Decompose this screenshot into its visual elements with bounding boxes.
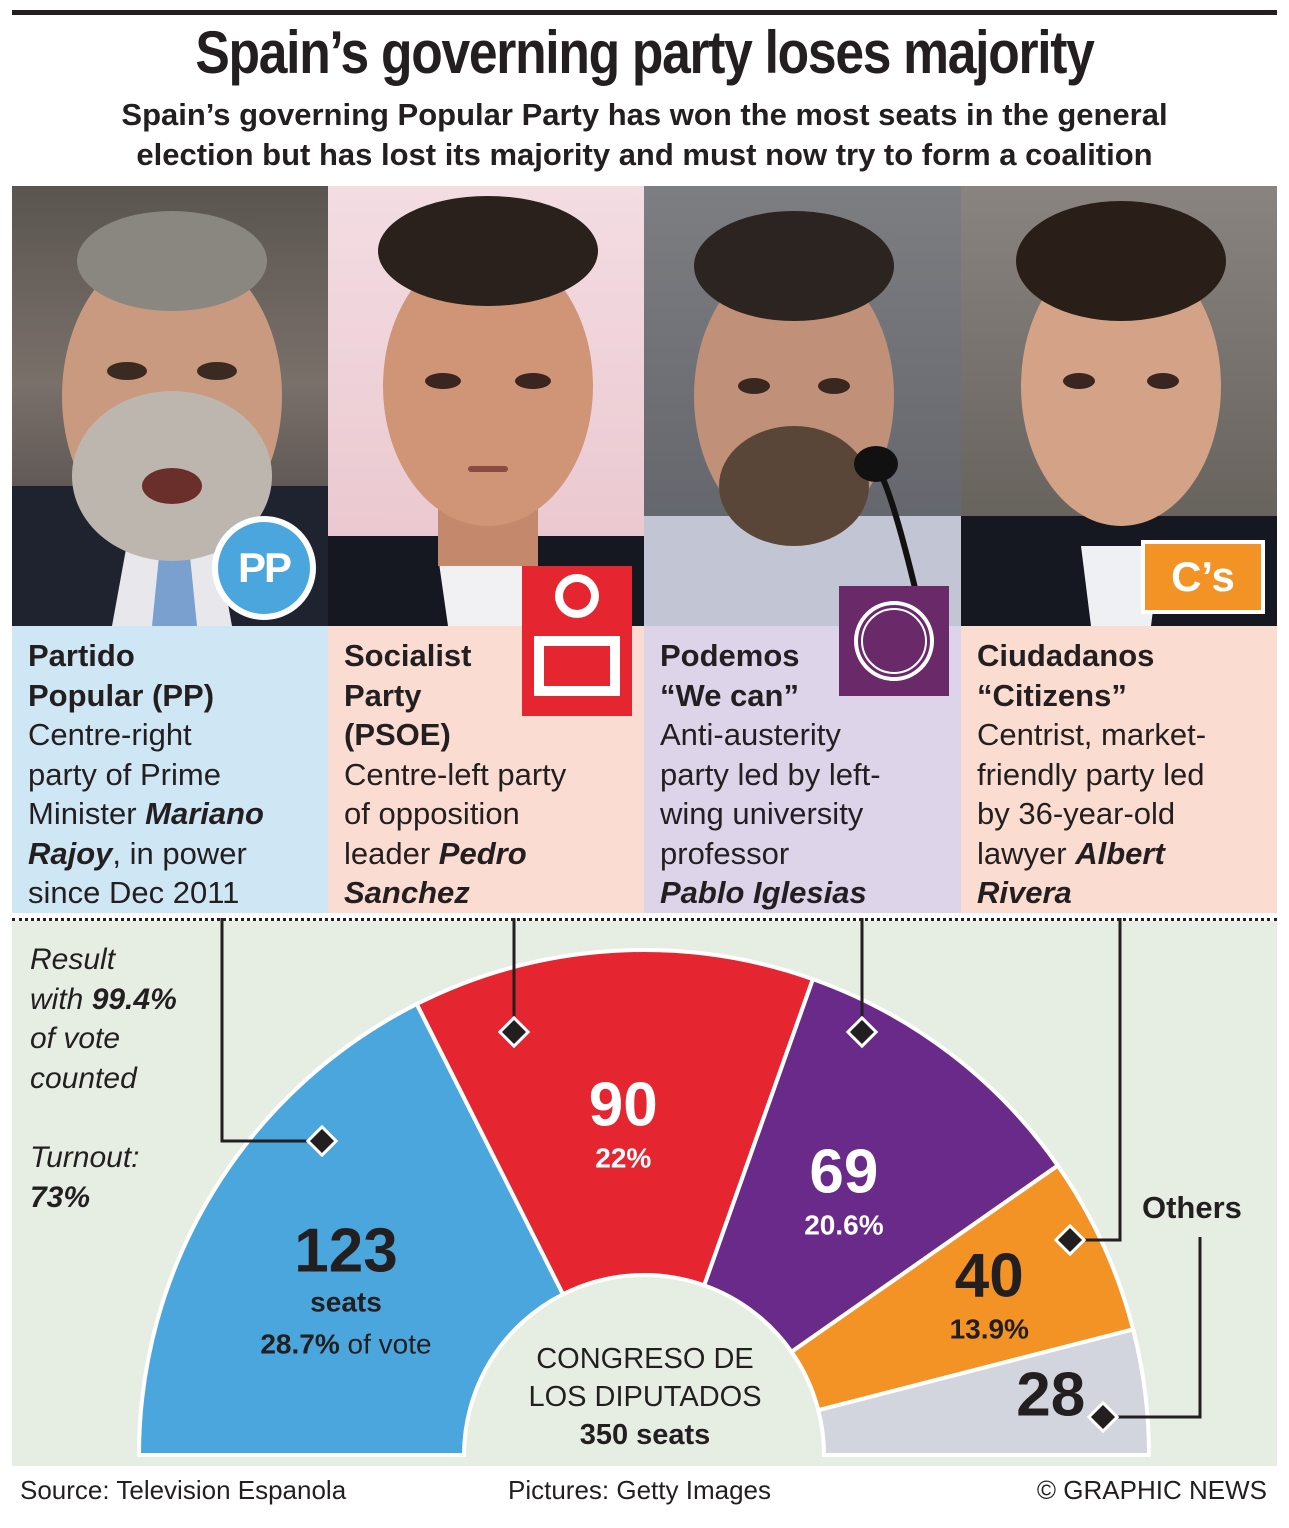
party-desc-cs: Centrist, market- friendly party led by … xyxy=(977,717,1207,910)
subtitle-line-2: election but has lost its majority and m… xyxy=(136,137,1153,172)
turnout-note: Turnout: 73% xyxy=(30,1138,140,1217)
photo-pp-leader: PP xyxy=(12,186,328,626)
footer-source: Source: Television Espanola xyxy=(20,1475,347,1505)
party-name-podemos: Podemos “We can” xyxy=(660,638,800,713)
result-line-3: of vote xyxy=(30,1022,121,1055)
cs-logo-text: C’s xyxy=(1171,553,1235,600)
turnout-value: 73% xyxy=(30,1180,91,1214)
result-note: Result with 99.4% of vote counted xyxy=(30,940,177,1098)
party-desc-podemos: Anti-austerity party led by left- wing u… xyxy=(660,717,881,910)
divider-dotted xyxy=(12,918,1277,921)
psoe-logo-icon xyxy=(522,566,632,716)
subtitle-line-1: Spain’s governing Popular Party has won … xyxy=(121,97,1168,132)
photo-psoe-leader xyxy=(328,186,644,716)
party-desc-pp: Centre-right party of Prime Minister Mar… xyxy=(28,717,264,910)
photo-podemos-leader xyxy=(644,186,961,696)
congreso-label: CONGRESO DE LOS DIPUTADOS 350 seats xyxy=(470,1340,820,1454)
footer-credit: © GRAPHIC NEWS xyxy=(1036,1475,1267,1505)
result-line-2: with 99.4% xyxy=(30,982,177,1016)
pp-logo-text: PP xyxy=(237,544,292,591)
page-subtitle: Spain’s governing Popular Party has won … xyxy=(20,95,1269,175)
party-name-pp: Partido Popular (PP) xyxy=(28,638,215,713)
congreso-total-seats: 350 seats xyxy=(579,1419,711,1451)
top-rule xyxy=(12,10,1277,15)
card-podemos: Podemos “We can” Anti-austerity party le… xyxy=(644,626,961,913)
footer-pictures: Pictures: Getty Images xyxy=(508,1475,771,1505)
congreso-line-1: CONGRESO DE xyxy=(536,1343,754,1375)
portrait-pablo-iglesias-icon xyxy=(644,211,961,626)
party-name-cs: Ciudadanos “Citizens” xyxy=(977,638,1155,713)
others-label: Others xyxy=(1142,1190,1242,1225)
podemos-logo-icon xyxy=(839,586,949,696)
card-pp: Partido Popular (PP) Centre-right party … xyxy=(12,626,328,913)
portrait-pedro-sanchez-icon xyxy=(328,196,644,626)
photo-cs-leader: C’s xyxy=(961,186,1277,626)
result-line-1: Result xyxy=(30,943,116,976)
portrait-mariano-rajoy-icon xyxy=(12,211,328,626)
card-cs: Ciudadanos “Citizens” Centrist, market- … xyxy=(961,626,1277,913)
congreso-line-2: LOS DIPUTADOS xyxy=(528,1381,762,1413)
result-line-4: counted xyxy=(30,1061,137,1095)
pp-logo-icon: PP xyxy=(212,516,316,620)
party-desc-psoe: Centre-left party of opposition leader P… xyxy=(344,756,567,911)
page-title: Spain’s governing party loses majority xyxy=(195,19,1094,86)
turnout-label: Turnout: xyxy=(30,1141,140,1174)
cs-logo-icon: C’s xyxy=(1141,540,1265,614)
party-name-psoe: Socialist Party (PSOE) xyxy=(344,638,472,752)
card-psoe: Socialist Party (PSOE) Centre-left party… xyxy=(328,626,644,913)
